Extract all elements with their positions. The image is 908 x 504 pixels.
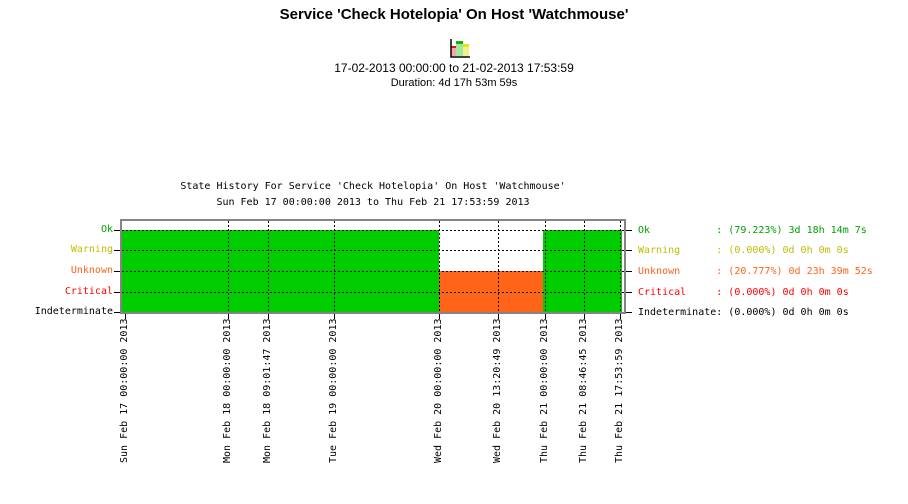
gridline-warning [122, 250, 624, 251]
x-axis-tick [545, 314, 546, 319]
x-axis-label: Thu Feb 21 17:53:59 2013 [614, 318, 626, 464]
x-axis-tick [439, 314, 440, 319]
legend-ok: Ok : (79.223%) 3d 18h 14m 7s [638, 225, 867, 236]
report-duration: Duration: 4d 17h 53m 59s [390, 77, 518, 89]
gridline-ok [122, 230, 624, 231]
legend-unknown: Unknown : (20.777%) 0d 23h 39m 52s [638, 265, 873, 277]
gridline-unknown [122, 271, 624, 272]
time-gridline [545, 221, 546, 312]
time-gridline [498, 221, 499, 312]
chart-subtitle: Sun Feb 17 00:00:00 2013 to Thu Feb 21 1… [216, 197, 530, 208]
x-axis-tick [334, 314, 335, 319]
legend-indeterminate: Indeterminate: (0.000%) 0d 0h 0m 0s [638, 307, 849, 318]
y-axis-tick-left [114, 312, 120, 313]
state-band-unknown [439, 270, 543, 312]
state-band-ok [122, 230, 440, 312]
legend-warning: Warning : (0.000%) 0d 0h 0m 0s [638, 245, 849, 257]
x-axis-tick [125, 314, 126, 319]
x-axis-tick [268, 314, 269, 319]
y-axis-label-ok: Ok [100, 224, 113, 235]
y-axis-tick-right [626, 271, 632, 272]
y-axis-label-critical: Critical [64, 285, 113, 297]
x-axis-label: Mon Feb 18 00:00:00 2013 [221, 318, 233, 464]
x-axis-tick [228, 314, 229, 319]
time-gridline [620, 221, 621, 312]
y-axis-label-unknown: Unknown [70, 264, 113, 276]
y-axis-tick-right [626, 292, 632, 293]
y-axis-label-warning: Warning [70, 244, 113, 256]
time-gridline [439, 221, 440, 312]
x-axis-label: Tue Feb 19 00:00:00 2013 [327, 318, 339, 464]
y-axis-tick-left [114, 271, 120, 272]
y-axis-label-indeterminate: Indeterminate [34, 306, 113, 317]
x-axis-label: Mon Feb 18 09:01:47 2013 [261, 318, 273, 464]
gridline-critical [122, 292, 624, 293]
x-axis-label: Thu Feb 21 00:00:00 2013 [539, 318, 551, 464]
x-axis-tick [620, 314, 621, 319]
x-axis-tick [584, 314, 585, 319]
time-gridline [584, 221, 585, 312]
y-axis-tick-right [626, 230, 632, 231]
trends-graph-icon-image [448, 39, 471, 59]
x-axis-label: Wed Feb 20 13:20:49 2013 [492, 318, 504, 464]
trends-graph-icon[interactable] [448, 39, 472, 59]
x-axis-label: Sun Feb 17 00:00:00 2013 [119, 318, 130, 464]
plot-area[interactable] [120, 219, 626, 314]
x-axis-label: Wed Feb 20 00:00:00 2013 [433, 318, 445, 464]
x-axis-tick [498, 314, 499, 319]
y-axis-tick-left [114, 292, 120, 293]
y-axis-tick-left [114, 230, 120, 231]
state-band-ok [542, 230, 622, 312]
y-axis-tick-right [626, 250, 632, 251]
time-gridline [334, 221, 335, 312]
legend-critical: Critical : (0.000%) 0d 0h 0m 0s [638, 286, 849, 298]
x-axis-label: Thu Feb 21 08:46:45 2013 [577, 318, 589, 464]
y-axis-tick-left [114, 250, 120, 251]
report-date-range: 17-02-2013 00:00:00 to 21-02-2013 17:53:… [334, 61, 574, 75]
time-gridline [268, 221, 269, 312]
page-title: Service 'Check Hotelopia' On Host 'Watch… [279, 6, 629, 23]
chart-title: State History For Service 'Check Hotelop… [180, 181, 566, 192]
y-axis-tick-right [626, 312, 632, 313]
time-gridline [228, 221, 229, 312]
